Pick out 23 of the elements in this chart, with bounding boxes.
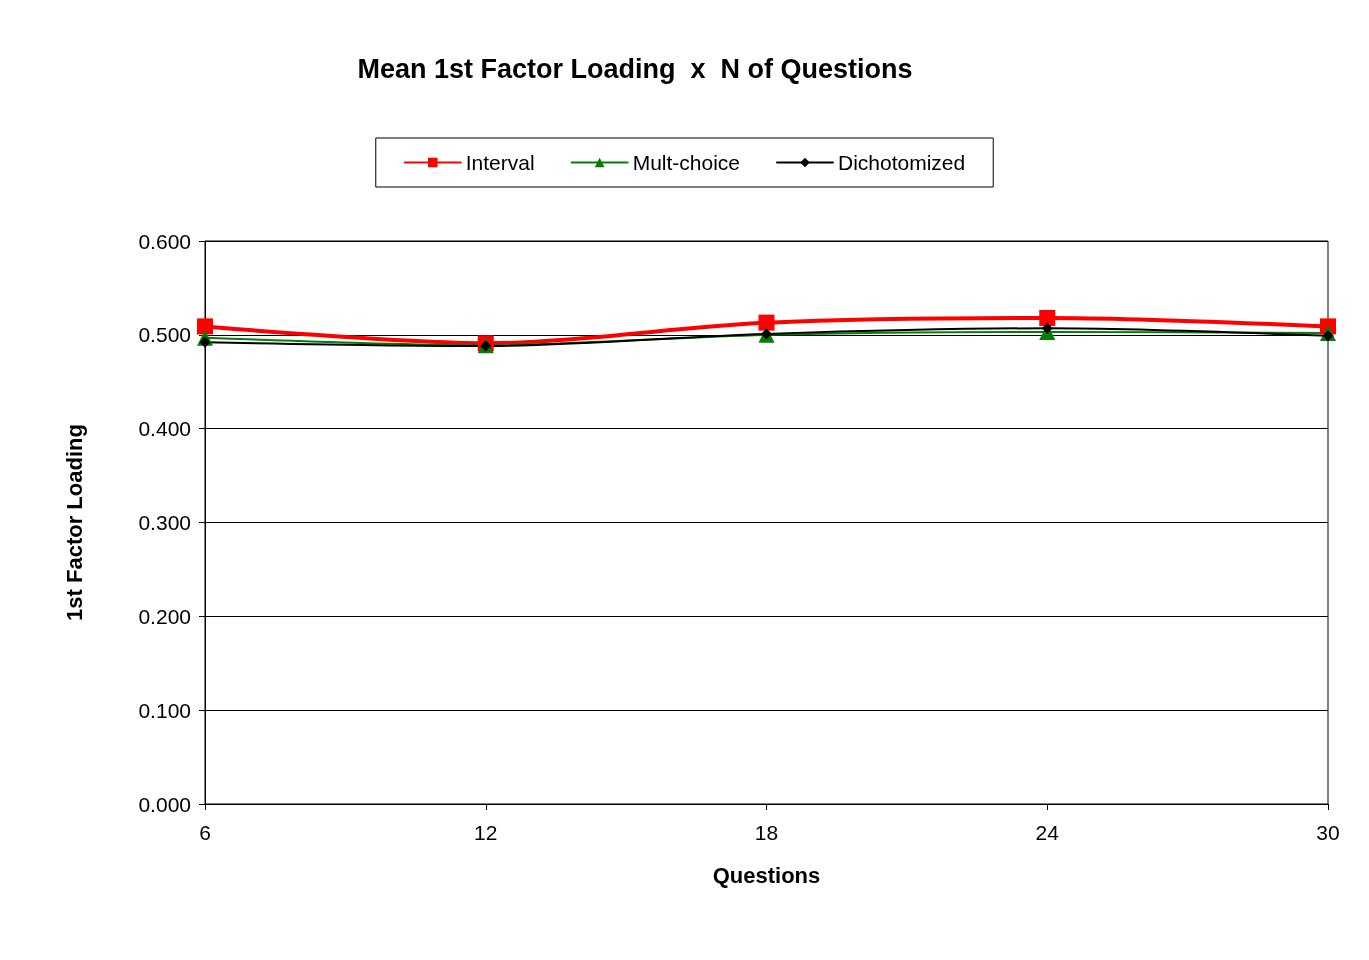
legend-label: Mult-choice (632, 151, 741, 174)
y-tick-label: 0.200 (138, 604, 191, 628)
y-tick-label: 0.600 (138, 229, 191, 253)
legend-label: Dichotomized (838, 151, 966, 174)
x-tick-label: 6 (199, 821, 211, 844)
x-tick-label: 12 (474, 821, 498, 844)
chart-title: Mean 1st Factor Loading x N of Questions (357, 53, 913, 84)
point (758, 314, 775, 331)
legend-label: Interval (465, 151, 535, 174)
y-axis-title: 1st Factor Loading (61, 424, 87, 621)
point (1041, 322, 1053, 334)
y-tick-label: 0.400 (138, 417, 191, 441)
y-tick-label: 0.000 (138, 792, 191, 816)
x-axis-title: Questions (712, 862, 821, 888)
point (1322, 330, 1334, 342)
x-tick-label: 30 (1316, 821, 1340, 844)
y-tick-label: 0.300 (138, 511, 191, 534)
point (1039, 309, 1056, 326)
y-tick-label: 0.100 (138, 698, 191, 722)
y-tick-label: 0.500 (138, 323, 191, 347)
point (197, 318, 213, 335)
x-tick-label: 18 (754, 821, 779, 844)
x-tick-label: 24 (1035, 821, 1060, 844)
